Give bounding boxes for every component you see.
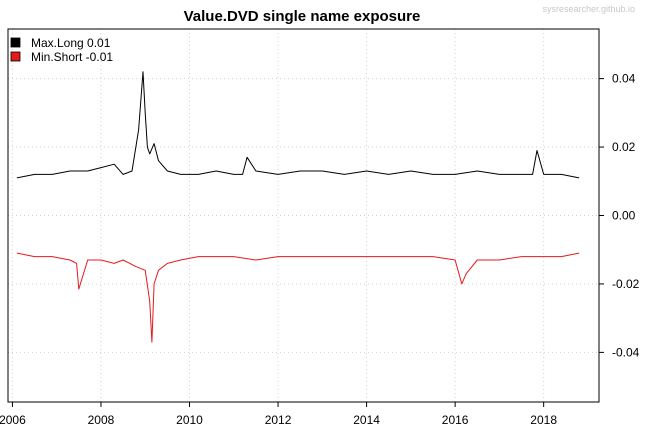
y-axis: 0.04 0.02 0.00 -0.02 -0.04 [599,72,640,359]
grid [8,29,599,402]
legend-swatch-1 [10,51,21,62]
x-tick-label: 2010 [176,413,203,427]
y-tick-label: -0.04 [612,345,640,359]
legend-swatch-0 [10,37,21,48]
series-line-1 [16,252,580,343]
legend-label-1: Min.Short -0.01 [31,50,113,64]
y-tick-label: 0.00 [612,209,636,223]
y-tick-label: 0.02 [612,140,636,154]
x-tick-label: 2016 [442,413,469,427]
x-tick-label: 2006 [0,413,26,427]
series-group [16,71,580,343]
y-tick-label: -0.02 [612,277,640,291]
chart-title: Value.DVD single name exposure [184,8,421,25]
x-tick-label: 2008 [88,413,115,427]
y-tick-label: 0.04 [612,72,636,86]
x-axis: 2006 2008 2010 2012 2014 2016 2018 [0,402,557,427]
x-tick-label: 2012 [265,413,292,427]
watermark: sysresearcher.github.io [542,4,635,14]
x-tick-label: 2014 [353,413,380,427]
series-line-0 [16,71,580,179]
x-tick-label: 2018 [530,413,557,427]
legend-label-0: Max.Long 0.01 [31,36,111,50]
